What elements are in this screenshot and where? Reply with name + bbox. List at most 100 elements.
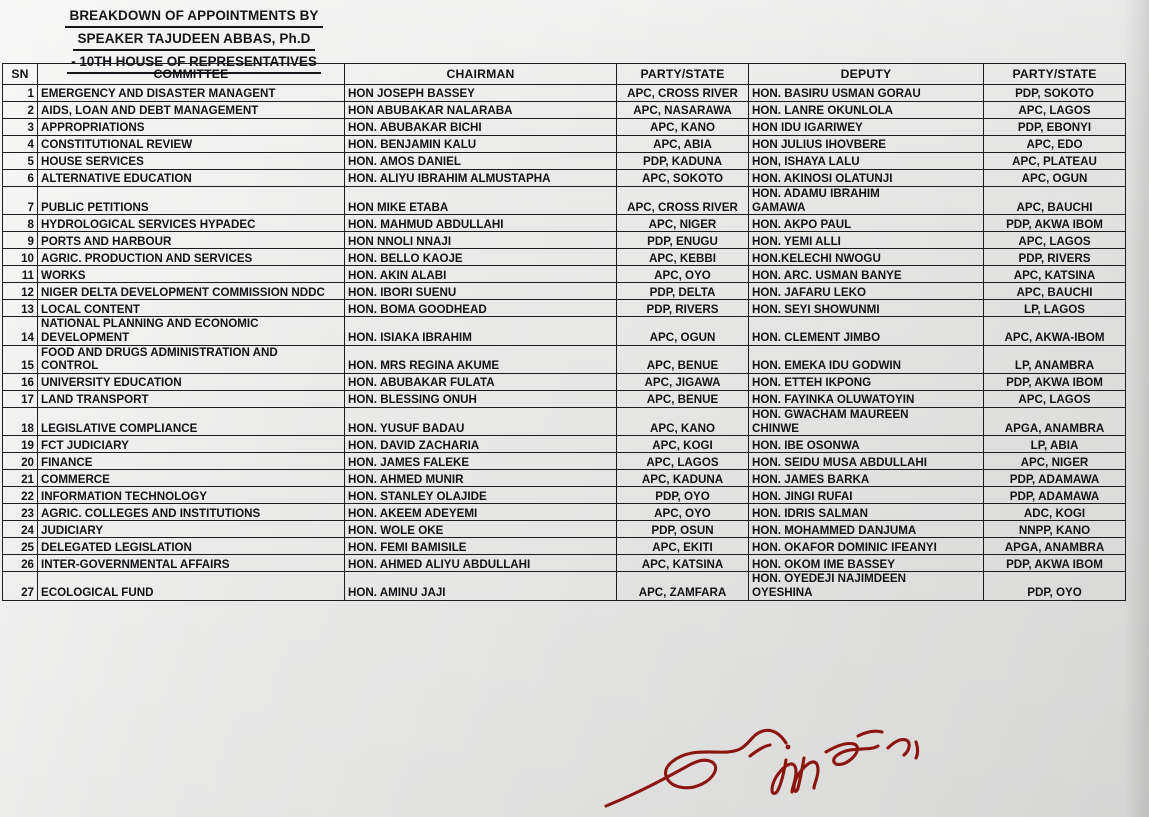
table-row: 22 INFORMATION TECHNOLOGY HON. STANLEY OLA… xyxy=(2,486,1126,505)
cell-deputy: HON. OKAFOR DOMINIC IFEANYI xyxy=(748,537,984,556)
title-line-1: BREAKDOWN OF APPOINTMENTS BY xyxy=(65,7,323,28)
cell-party-state-deputy: LP, LAGOS xyxy=(983,299,1126,318)
cell-sn: 20 xyxy=(2,452,38,471)
cell-chairman: HON ABUBAKAR NALARABA xyxy=(344,101,617,119)
cell-party-state-deputy: PDP, ADAMAWA xyxy=(983,486,1126,505)
cell-party-state-deputy: APC, OGUN xyxy=(983,169,1126,187)
cell-chairman: HON. AMOS DANIEL xyxy=(344,152,617,170)
page-edge-shadow xyxy=(1123,0,1149,817)
cell-chairman: HON. MRS REGINA AKUME xyxy=(344,344,617,375)
cell-committee: UNIVERSITY EDUCATION xyxy=(37,373,345,392)
cell-chairman: HON. AKIN ALABI xyxy=(344,265,617,284)
cell-party-state-chairman: APC, KOGI xyxy=(616,435,749,454)
cell-party-state-deputy: APC, LAGOS xyxy=(983,390,1126,409)
table-row: 13 LOCAL CONTENT HON. BOMA GOODHEAD PDP, RI… xyxy=(2,299,1126,318)
cell-chairman: HON. AKEEM ADEYEMI xyxy=(344,503,617,522)
cell-committee: FCT JUDICIARY xyxy=(37,435,345,454)
cell-chairman: HON. WOLE OKE xyxy=(344,520,617,539)
cell-sn: 7 xyxy=(2,185,38,216)
cell-sn: 12 xyxy=(2,282,38,301)
cell-committee: WORKS xyxy=(37,265,345,284)
cell-committee-line: NATIONAL PLANNING AND ECONOMIC xyxy=(41,317,259,331)
cell-party-state-chairman: APC, NASARAWA xyxy=(616,101,749,119)
cell-party-state-deputy: APGA, ANAMBRA xyxy=(983,537,1126,556)
cell-sn: 13 xyxy=(2,299,38,318)
cell-committee: NIGER DELTA DEVELOPMENT COMMISSION NDDC xyxy=(37,282,345,301)
cell-party-state-deputy: LP, ABIA xyxy=(983,435,1126,454)
cell-committee: PUBLIC PETITIONS xyxy=(37,185,345,216)
cell-chairman: HON. AHMED MUNIR xyxy=(344,469,617,488)
table-row: 11 WORKS HON. AKIN ALABI APC, OYO HON. ARC. … xyxy=(2,265,1126,284)
table-row: 12 NIGER DELTA DEVELOPMENT COMMISSION NDD… xyxy=(2,282,1126,301)
cell-committee: APPROPRIATIONS xyxy=(37,118,345,136)
cell-committee: AGRIC. COLLEGES AND INSTITUTIONS xyxy=(37,503,345,522)
cell-sn: 14 xyxy=(2,316,38,346)
cell-party-state-deputy: PDP, AKWA IBOM xyxy=(983,373,1126,392)
column-header-deputy: DEPUTY xyxy=(748,63,984,85)
cell-committee: HYDROLOGICAL SERVICES HYPADEC xyxy=(37,214,345,233)
title-line-2: SPEAKER TAJUDEEN ABBAS, Ph.D xyxy=(73,30,315,51)
cell-party-state-chairman: PDP, RIVERS xyxy=(616,299,749,318)
cell-deputy: HON. ARC. USMAN BANYE xyxy=(748,265,984,284)
table-row: 19 FCT JUDICIARY HON. DAVID ZACHARIA APC, K… xyxy=(2,435,1126,454)
cell-party-state-deputy: APC, EDO xyxy=(983,135,1126,153)
cell-deputy: HON. IDRIS SALMAN xyxy=(748,503,984,522)
cell-sn: 17 xyxy=(2,390,38,409)
cell-deputy: HON. JAFARU LEKO xyxy=(748,282,984,301)
cell-chairman: HON. FEMI BAMISILE xyxy=(344,537,617,556)
cell-deputy: HON.KELECHI NWOGU xyxy=(748,248,984,267)
table-row: 2 AIDS, LOAN AND DEBT MANAGEMENT HON ABUBA… xyxy=(2,101,1126,119)
cell-party-state-deputy: APC, KATSINA xyxy=(983,265,1126,284)
cell-deputy: HON, ISHAYA LALU xyxy=(748,152,984,170)
column-header-party-state-deputy: PARTY/STATE xyxy=(983,63,1126,85)
cell-deputy: HON. YEMI ALLI xyxy=(748,231,984,250)
table-row: 1 EMERGENCY AND DISASTER MANAGENT HON JOSE… xyxy=(2,84,1126,102)
cell-chairman: HON. JAMES FALEKE xyxy=(344,452,617,471)
cell-committee: COMMERCE xyxy=(37,469,345,488)
table-header: SN COMMITTEE CHAIRMAN PARTY/STATE DEPUTY… xyxy=(2,63,1126,85)
cell-deputy: HON. FAYINKA OLUWATOYIN xyxy=(748,390,984,409)
cell-party-state-deputy: APGA, ANAMBRA xyxy=(983,407,1126,437)
cell-committee: LEGISLATIVE COMPLIANCE xyxy=(37,407,345,437)
cell-party-state-chairman: APC, LAGOS xyxy=(616,452,749,471)
cell-party-state-chairman: APC, KATSINA xyxy=(616,554,749,573)
cell-deputy: HON. LANRE OKUNLOLA xyxy=(748,101,984,119)
cell-committee: EMERGENCY AND DISASTER MANAGENT xyxy=(37,84,345,102)
cell-sn: 2 xyxy=(2,101,38,119)
table-row: 21 COMMERCE HON. AHMED MUNIR APC, KADUNA HON… xyxy=(2,469,1126,488)
table-row: 20 FINANCE HON. JAMES FALEKE APC, LAGOS HON.… xyxy=(2,452,1126,471)
column-header-committee: COMMITTEE xyxy=(37,63,345,85)
cell-chairman: HON NNOLI NNAJI xyxy=(344,231,617,250)
cell-party-state-deputy: PDP, AKWA IBOM xyxy=(983,214,1126,233)
cell-committee: CONSTITUTIONAL REVIEW xyxy=(37,135,345,153)
cell-sn: 22 xyxy=(2,486,38,505)
cell-deputy: HON. ETTEH IKPONG xyxy=(748,373,984,392)
table-row: 9 PORTS AND HARBOUR HON NNOLI NNAJI PDP, EN… xyxy=(2,231,1126,250)
cell-deputy-line: CHINWE xyxy=(752,421,800,435)
cell-party-state-chairman: APC, CROSS RIVER xyxy=(616,84,749,102)
cell-party-state-deputy: APC, LAGOS xyxy=(983,231,1126,250)
cell-party-state-chairman: APC, JIGAWA xyxy=(616,373,749,392)
cell-chairman: HON. BLESSING ONUH xyxy=(344,390,617,409)
cell-chairman: HON. ISIAKA IBRAHIM xyxy=(344,316,617,346)
cell-party-state-chairman: PDP, OYO xyxy=(616,486,749,505)
table-row: 24 JUDICIARY HON. WOLE OKE PDP, OSUN HON. MO… xyxy=(2,520,1126,539)
cell-committee: HOUSE SERVICES xyxy=(37,152,345,170)
cell-party-state-deputy: PDP, EBONYI xyxy=(983,118,1126,136)
cell-committee-line: FOOD AND DRUGS ADMINISTRATION AND xyxy=(41,345,278,359)
cell-sn: 5 xyxy=(2,152,38,170)
cell-deputy: HON. IBE OSONWA xyxy=(748,435,984,454)
cell-chairman: HON. BELLO KAOJE xyxy=(344,248,617,267)
table-header-row: SN COMMITTEE CHAIRMAN PARTY/STATE DEPUTY… xyxy=(2,63,1126,85)
cell-committee: DELEGATED LEGISLATION xyxy=(37,537,345,556)
cell-party-state-deputy: APC, BAUCHI xyxy=(983,282,1126,301)
column-header-sn: SN xyxy=(2,63,38,85)
table-row: 18 LEGISLATIVE COMPLIANCE HON. YUSUF BADAU… xyxy=(2,407,1126,437)
cell-chairman: HON. ABUBAKAR BICHI xyxy=(344,118,617,136)
cell-chairman: HON. BENJAMIN KALU xyxy=(344,135,617,153)
cell-party-state-deputy: PDP, ADAMAWA xyxy=(983,469,1126,488)
cell-deputy: HON. GWACHAM MAUREEN CHINWE xyxy=(748,407,984,437)
appointments-table: SN COMMITTEE CHAIRMAN PARTY/STATE DEPUTY… xyxy=(2,63,1126,601)
cell-party-state-chairman: APC, BENUE xyxy=(616,344,749,375)
